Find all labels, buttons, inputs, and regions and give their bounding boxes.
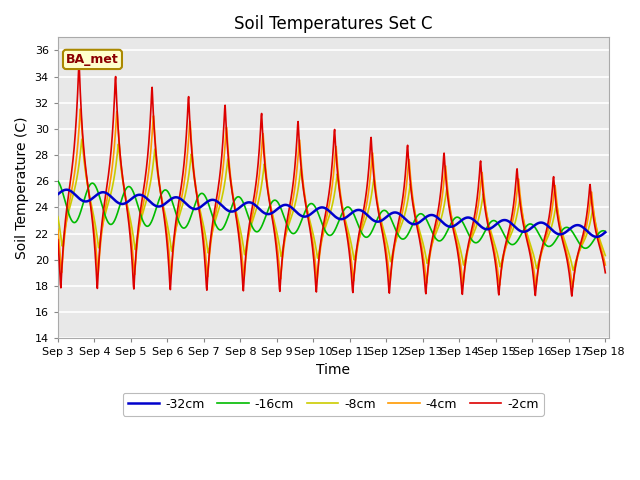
-4cm <box>553 202 561 207</box>
-2cm <box>54 237 61 242</box>
-8cm <box>78 136 86 142</box>
-32cm <box>553 231 561 237</box>
-4cm <box>77 106 84 112</box>
-32cm <box>416 219 424 225</box>
-16cm <box>282 219 290 225</box>
-2cm <box>76 60 83 66</box>
-16cm <box>415 211 423 217</box>
-2cm <box>568 293 576 299</box>
-4cm <box>506 229 514 235</box>
-32cm <box>175 195 183 201</box>
Line: -2cm: -2cm <box>58 63 605 296</box>
-2cm <box>553 209 561 215</box>
-2cm <box>602 270 609 276</box>
-16cm <box>269 198 276 204</box>
Line: -32cm: -32cm <box>58 190 605 237</box>
-32cm <box>506 219 514 225</box>
-4cm <box>416 233 424 239</box>
-16cm <box>506 240 513 246</box>
Y-axis label: Soil Temperature (C): Soil Temperature (C) <box>15 117 29 259</box>
-4cm <box>282 228 290 234</box>
Title: Soil Temperatures Set C: Soil Temperatures Set C <box>234 15 433 33</box>
-2cm <box>175 197 183 203</box>
-4cm <box>569 285 577 290</box>
-4cm <box>175 208 183 214</box>
-8cm <box>553 204 561 210</box>
Line: -8cm: -8cm <box>58 139 605 270</box>
-8cm <box>54 214 61 220</box>
-16cm <box>602 228 609 234</box>
-16cm <box>582 245 589 251</box>
-32cm <box>54 192 61 197</box>
Text: BA_met: BA_met <box>66 53 119 66</box>
-16cm <box>553 236 561 241</box>
-8cm <box>506 234 514 240</box>
-8cm <box>175 214 183 219</box>
-4cm <box>54 227 61 232</box>
-32cm <box>593 234 600 240</box>
-16cm <box>54 178 61 184</box>
-2cm <box>506 223 514 229</box>
-8cm <box>269 214 277 219</box>
-16cm <box>175 218 182 224</box>
-32cm <box>63 187 70 192</box>
-32cm <box>602 229 609 235</box>
-2cm <box>416 238 424 244</box>
-4cm <box>602 262 609 268</box>
-8cm <box>416 229 424 235</box>
-8cm <box>282 230 290 236</box>
-8cm <box>602 252 609 258</box>
-8cm <box>570 267 577 273</box>
Legend: -32cm, -16cm, -8cm, -4cm, -2cm: -32cm, -16cm, -8cm, -4cm, -2cm <box>123 393 544 416</box>
Line: -4cm: -4cm <box>58 109 605 288</box>
-4cm <box>269 216 277 222</box>
-32cm <box>269 210 277 216</box>
-2cm <box>282 222 290 228</box>
Line: -16cm: -16cm <box>58 181 605 248</box>
-32cm <box>282 202 290 208</box>
X-axis label: Time: Time <box>316 363 351 377</box>
-2cm <box>269 220 277 226</box>
